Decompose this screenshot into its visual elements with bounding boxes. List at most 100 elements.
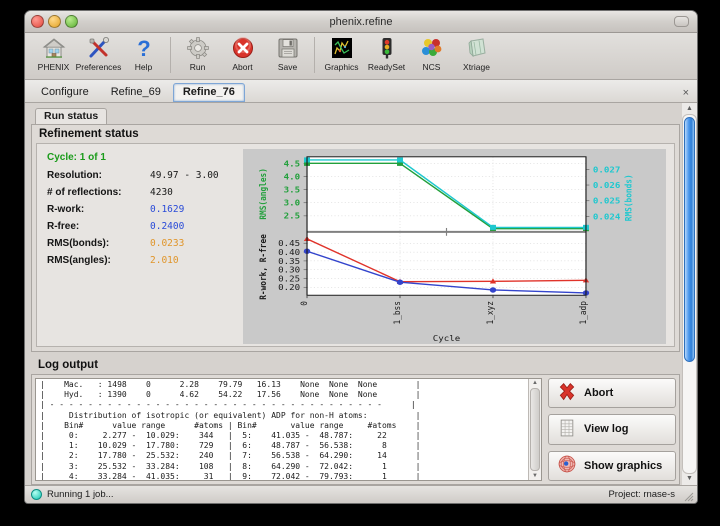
scroll-down-icon[interactable]: ▼ <box>532 473 538 479</box>
main-vertical-scrollbar[interactable]: ▲ ▼ <box>682 103 697 485</box>
stop-x-icon <box>231 35 255 61</box>
toolbar-button-abort[interactable]: Abort <box>220 35 265 72</box>
svg-text:4.0: 4.0 <box>284 173 300 182</box>
svg-text:1_bss: 1_bss <box>392 301 403 324</box>
toolbar-label: Run <box>189 62 206 72</box>
stat-row-rms-bonds: RMS(bonds): 0.0233 <box>47 238 243 249</box>
scroll-up-icon[interactable]: ▲ <box>532 380 538 386</box>
main-content: Run status Refinement status Cycle: 1 of… <box>25 103 682 485</box>
toolbar-button-ncs[interactable]: NCS <box>409 35 454 72</box>
svg-text:0: 0 <box>299 301 310 306</box>
traffic-light-icon <box>375 35 399 61</box>
stat-row-r-free: R-free: 0.2400 <box>47 221 243 232</box>
floppy-disk-icon <box>276 35 300 61</box>
stat-value: 0.2400 <box>150 221 185 232</box>
abort-button[interactable]: Abort <box>548 378 676 409</box>
tab-refine-69[interactable]: Refine_69 <box>110 86 161 98</box>
tab-bar: Configure Refine_69 Refine_76 × <box>25 80 697 103</box>
svg-text:0.25: 0.25 <box>278 275 300 284</box>
statistics-list: Cycle: 1 of 1 Resolution: 49.97 - 3.00 #… <box>37 144 243 346</box>
stat-value: 0.1629 <box>150 204 185 215</box>
panel-title: Refinement status <box>39 128 139 140</box>
molecule-icon <box>330 35 354 61</box>
minimize-window-button[interactable] <box>48 15 61 28</box>
stat-row-resolution: Resolution: 49.97 - 3.00 <box>47 170 243 181</box>
scroll-down-icon[interactable]: ▼ <box>686 475 693 482</box>
toolbar-separator <box>314 37 315 73</box>
toolbar-separator <box>170 37 171 73</box>
toolbar-label: Save <box>277 62 298 72</box>
status-message: Running 1 job... <box>47 489 114 500</box>
svg-text:1_xyz: 1_xyz <box>485 301 496 324</box>
refinement-chart: 4.5 4.0 3.5 3.0 2.5 0.027 0.026 0.025 0.024 0.45 0… <box>243 144 674 346</box>
svg-text:0.40: 0.40 <box>278 249 300 258</box>
svg-text:0.024: 0.024 <box>593 213 620 222</box>
running-indicator-icon <box>31 489 42 500</box>
project-label: Project: rnase-s <box>608 489 675 500</box>
toolbar-button-graphics[interactable]: Graphics <box>319 35 364 72</box>
toolbar-button-readyset[interactable]: ReadySet <box>364 35 409 72</box>
scrollbar-thumb[interactable] <box>684 117 695 363</box>
svg-text:2.5: 2.5 <box>284 212 300 221</box>
toolbar-label: Help <box>134 62 153 72</box>
application-window: phenix.refine PHENIX <box>24 10 698 504</box>
window-controls <box>31 15 78 28</box>
stat-value: 0.0233 <box>150 238 185 249</box>
svg-text:R-work, R-free: R-work, R-free <box>258 234 269 300</box>
sub-tab-run-status[interactable]: Run status <box>35 108 108 124</box>
svg-text:0.026: 0.026 <box>593 182 620 191</box>
svg-text:?: ? <box>137 36 150 60</box>
log-row: | Mac. : 1498 0 2.28 79.79 16.13 None No… <box>31 374 680 485</box>
toolbar-label: PHENIX <box>37 62 70 72</box>
toolbar-button-preferences[interactable]: Preferences <box>76 35 121 72</box>
tab-configure[interactable]: Configure <box>41 86 89 98</box>
status-bar: Running 1 job... Project: rnase-s <box>25 485 697 503</box>
question-mark-icon: ? <box>132 35 156 61</box>
log-output-box[interactable]: | Mac. : 1498 0 2.28 79.79 16.13 None No… <box>35 378 542 481</box>
scrollbar-track[interactable] <box>682 114 697 474</box>
action-button-column: Abort <box>542 378 676 481</box>
view-log-button[interactable]: View log <box>548 414 676 445</box>
stat-value: 49.97 - 3.00 <box>150 170 219 181</box>
log-scroll-thumb[interactable] <box>530 388 540 471</box>
close-window-button[interactable] <box>31 15 44 28</box>
button-label: View log <box>584 423 629 436</box>
toolbar-toggle-button[interactable] <box>674 16 689 27</box>
chart-canvas: 4.54.03.53.02.50.0270.0260.0250.0240.450… <box>243 149 666 344</box>
window-title: phenix.refine <box>329 15 393 28</box>
toolbar-button-phenix[interactable]: PHENIX <box>31 35 76 72</box>
show-graphics-button[interactable]: Show graphics <box>548 450 676 481</box>
svg-text:3.5: 3.5 <box>284 186 300 195</box>
tab-refine-76[interactable]: Refine_76 <box>172 83 245 102</box>
resize-grip-icon[interactable] <box>682 490 694 502</box>
toolbar-label: Graphics <box>324 62 359 72</box>
toolbar-button-xtriage[interactable]: Xtriage <box>454 35 499 72</box>
refinement-status-panel: Refinement status Cycle: 1 of 1 Resoluti… <box>31 124 680 352</box>
toolbar-button-help[interactable]: ? Help <box>121 35 166 72</box>
toolbar-button-run[interactable]: Run <box>175 35 220 72</box>
maximize-window-button[interactable] <box>65 15 78 28</box>
svg-text:4.5: 4.5 <box>284 160 300 169</box>
log-scrollbar[interactable]: ▲ ▼ <box>528 379 541 480</box>
stat-value: 2.010 <box>150 255 179 266</box>
svg-text:0.35: 0.35 <box>278 257 300 266</box>
svg-text:1_adp: 1_adp <box>578 301 589 324</box>
svg-text:Cycle: Cycle <box>433 335 460 344</box>
svg-text:0.30: 0.30 <box>278 266 300 275</box>
stat-key: # of reflections: <box>47 187 122 198</box>
stat-key: R-work: <box>47 204 85 215</box>
toolbar-button-save[interactable]: Save <box>265 35 310 72</box>
stat-key: RMS(bonds): <box>47 238 110 249</box>
svg-text:3.0: 3.0 <box>284 199 300 208</box>
scroll-up-icon[interactable]: ▲ <box>686 105 693 112</box>
close-tab-icon[interactable]: × <box>682 87 689 99</box>
stat-key: R-free: <box>47 221 80 232</box>
stat-row-r-work: R-work: 0.1629 <box>47 204 243 215</box>
document-table-icon <box>557 418 577 441</box>
colored-spheres-icon <box>420 35 444 61</box>
log-output-title: Log output <box>38 359 99 371</box>
crystal-prism-icon <box>465 35 489 61</box>
log-section: Log output | Mac. : 1498 0 2.28 79.79 16… <box>31 357 680 485</box>
gear-icon <box>186 35 210 61</box>
svg-text:0.025: 0.025 <box>593 197 620 206</box>
